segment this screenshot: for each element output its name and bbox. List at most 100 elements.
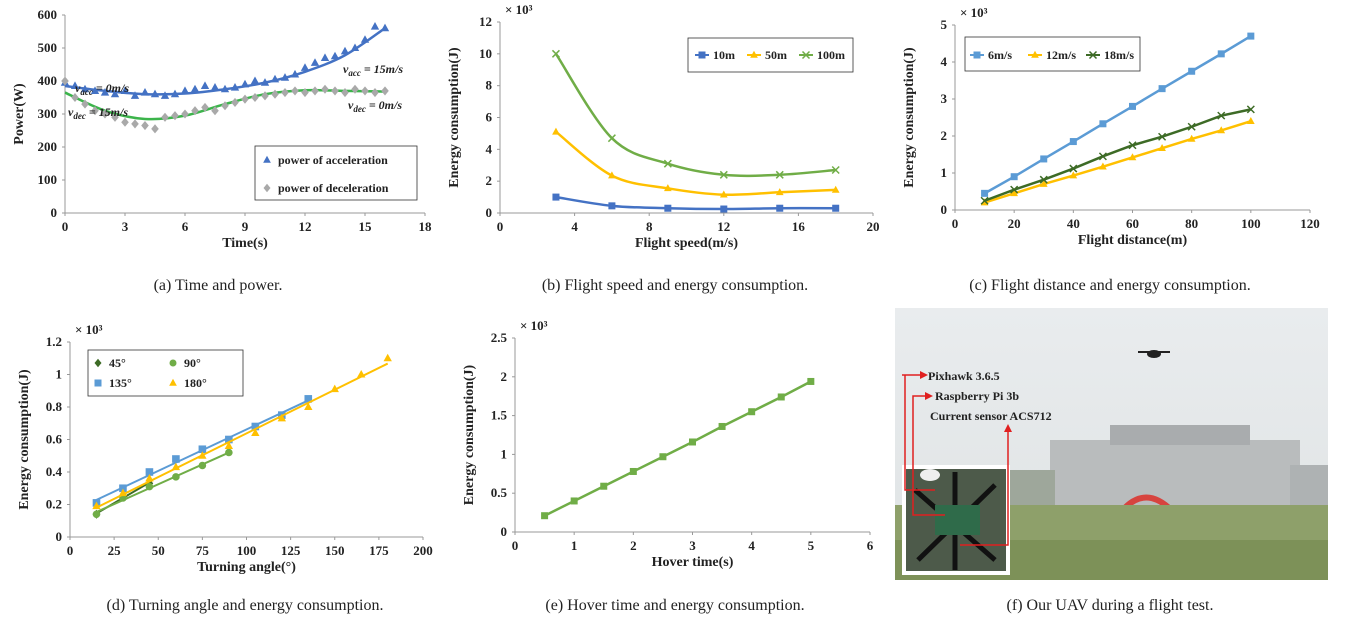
marker xyxy=(321,84,329,94)
photo: Pixhawk 3.6.5 Raspberry Pi 3b Current se… xyxy=(895,308,1328,580)
marker xyxy=(240,79,250,88)
marker xyxy=(552,127,560,135)
marker xyxy=(118,488,128,497)
x-tick-label: 100 xyxy=(1241,216,1261,231)
annotation: vdec = 0m/s xyxy=(348,98,402,114)
x-tick-label: 6 xyxy=(867,538,874,553)
marker xyxy=(130,91,140,99)
annotation-eq: = 0m/s xyxy=(93,81,130,95)
marker xyxy=(90,86,100,94)
marker xyxy=(1010,189,1019,197)
y-axis-title: Energy consumption(J) xyxy=(447,47,462,188)
marker xyxy=(689,438,696,446)
y-tick-label: 0 xyxy=(56,529,63,544)
marker xyxy=(221,101,229,111)
marker xyxy=(198,451,207,459)
y-tick-label: 4 xyxy=(941,54,948,69)
marker xyxy=(351,84,359,94)
marker xyxy=(831,165,840,175)
marker xyxy=(719,190,728,198)
marker xyxy=(1158,144,1166,152)
x-tick-label: 2 xyxy=(630,538,637,553)
pointer-lines xyxy=(902,374,1009,546)
marker xyxy=(552,193,560,201)
marker xyxy=(70,81,80,89)
x-tick-label: 4 xyxy=(571,219,578,234)
marker xyxy=(92,510,101,519)
legend-label: power of acceleration xyxy=(278,153,388,167)
marker xyxy=(1069,164,1078,173)
annotation-var: v xyxy=(348,98,354,112)
x-tick-label: 0 xyxy=(497,219,504,234)
chart: 0 2 4 6 8 10 12 0 4 8 12 16 20 Flight speed(m/s) Energ… xyxy=(447,2,880,294)
marker xyxy=(832,204,840,212)
y-tick-label: 0.5 xyxy=(491,485,508,500)
annotation-eq: = 15m/s xyxy=(86,105,129,119)
marker xyxy=(357,369,366,378)
chart: 0 0.2 0.4 0.6 0.8 1 1.2 0 25 50 75 100 125 150 175 200 T… xyxy=(17,322,433,614)
annotation-eq: = 15m/s xyxy=(361,62,404,76)
marker xyxy=(664,204,672,212)
marker xyxy=(190,84,200,93)
y-tick-label: 0 xyxy=(501,524,508,539)
marker xyxy=(1246,117,1255,124)
marker xyxy=(281,87,289,98)
y-tick-label: 400 xyxy=(38,73,58,88)
marker xyxy=(251,428,260,437)
y-tick-label: 1.5 xyxy=(491,408,508,423)
x-tick-label: 5 xyxy=(808,538,815,553)
y-multiplier: × 10³ xyxy=(520,318,548,333)
marker xyxy=(1158,132,1167,141)
y-tick-label: 8 xyxy=(486,78,493,93)
annotation-sub: dec xyxy=(73,111,86,121)
y-axis-title: Energy consumption(J) xyxy=(902,47,917,188)
y-axis-title: Energy consumption(J) xyxy=(17,369,32,510)
marker xyxy=(664,184,672,192)
marker xyxy=(263,183,271,193)
marker xyxy=(280,73,290,81)
building-top xyxy=(1110,425,1250,445)
x-tick-label: 25 xyxy=(108,543,122,558)
marker xyxy=(341,87,349,98)
marker xyxy=(201,102,209,112)
x-tick-label: 1 xyxy=(571,538,578,553)
y-tick-label: 0.4 xyxy=(46,464,63,479)
x-tick-label: 0 xyxy=(952,216,959,231)
marker xyxy=(230,83,240,91)
y-tick-label: 2 xyxy=(501,369,508,384)
marker xyxy=(260,78,270,86)
marker xyxy=(263,155,271,163)
marker xyxy=(140,87,150,96)
marker xyxy=(100,87,110,96)
y-tick-label: 0.8 xyxy=(46,399,63,414)
marker xyxy=(171,111,179,121)
marker xyxy=(310,58,320,66)
x-tick-label: 0 xyxy=(62,219,69,234)
x-tick-label: 80 xyxy=(1185,216,1198,231)
photo-label: Current sensor ACS712 xyxy=(930,409,1052,423)
marker xyxy=(1010,185,1019,194)
marker xyxy=(1069,171,1078,179)
marker xyxy=(607,134,616,143)
x-axis-title: Turning angle(°) xyxy=(197,560,296,575)
legend-box xyxy=(254,145,418,201)
marker xyxy=(172,455,180,463)
marker xyxy=(119,484,127,493)
marker xyxy=(807,377,815,385)
y-tick-label: 200 xyxy=(38,139,58,154)
marker xyxy=(973,51,981,59)
x-tick-label: 9 xyxy=(242,219,249,234)
legend-label: 12m/s xyxy=(1046,48,1076,62)
legend-label: 45° xyxy=(109,356,126,370)
marker xyxy=(151,124,159,134)
marker xyxy=(775,188,784,196)
marker xyxy=(91,106,99,116)
marker xyxy=(198,461,207,470)
marker xyxy=(1187,134,1196,142)
marker xyxy=(211,106,219,116)
y-tick-label: 12 xyxy=(479,14,492,29)
x-tick-label: 12 xyxy=(299,219,312,234)
x-tick-label: 20 xyxy=(867,219,880,234)
x-tick-label: 3 xyxy=(689,538,696,553)
marker xyxy=(1099,162,1107,170)
